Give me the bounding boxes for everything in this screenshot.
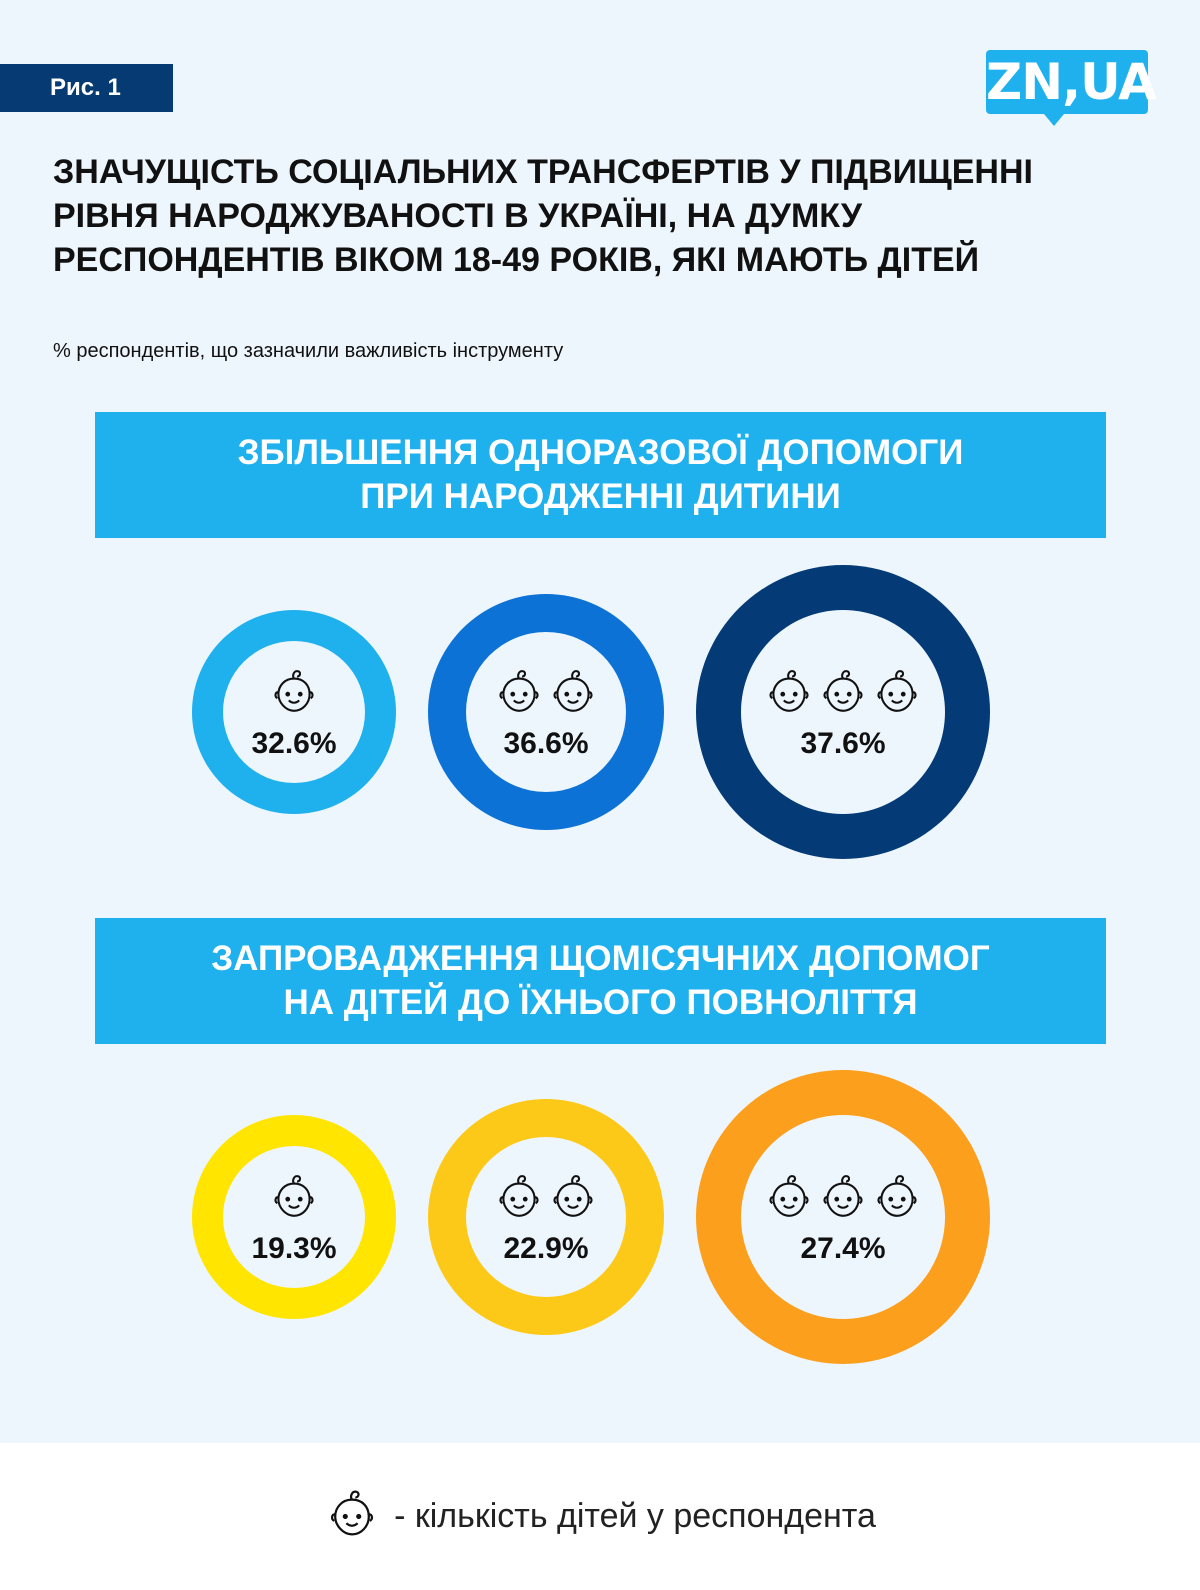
baby-face-icon <box>547 664 599 721</box>
children-icons <box>763 664 923 721</box>
ring-center: 37.6% <box>741 610 945 814</box>
percentage-ring: 36.6% <box>428 594 664 830</box>
section-title-line: НА ДІТЕЙ ДО ЇХНЬОГО ПОВНОЛІТТЯ <box>283 983 918 1022</box>
baby-face-icon <box>268 1169 320 1226</box>
page-title: Значущість соціальних трансфертів у підв… <box>53 153 1033 279</box>
ring-center: 19.3% <box>223 1146 365 1288</box>
percentage-value: 19.3% <box>251 1231 337 1265</box>
section-title-line: ЗАПРОВАДЖЕННЯ ЩОМІСЯЧНИХ ДОПОМОГ <box>211 939 990 978</box>
baby-face-icon <box>763 1169 815 1226</box>
baby-face-icon <box>871 664 923 721</box>
ring-center: 22.9% <box>466 1137 626 1297</box>
baby-face-icon <box>324 1484 380 1549</box>
baby-face-icon <box>493 664 545 721</box>
baby-face-icon <box>547 1169 599 1226</box>
figure-label: Рис. 1 <box>0 64 173 112</box>
percentage-value: 22.9% <box>503 1231 589 1265</box>
ring-center: 32.6% <box>223 641 365 783</box>
children-icons <box>763 1169 923 1226</box>
section-title-line: ЗБІЛЬШЕННЯ ОДНОРАЗОВОЇ ДОПОМОГИ <box>237 433 964 472</box>
section-header-1: ЗБІЛЬШЕННЯ ОДНОРАЗОВОЇ ДОПОМОГИ ПРИ НАРО… <box>95 412 1106 538</box>
baby-face-icon <box>763 664 815 721</box>
ring-center: 27.4% <box>741 1115 945 1319</box>
baby-face-icon <box>817 664 869 721</box>
percentage-value: 37.6% <box>800 726 886 760</box>
percentage-ring: 37.6% <box>696 565 990 859</box>
percentage-ring: 32.6% <box>192 610 396 814</box>
baby-face-icon <box>268 664 320 721</box>
ring-center: 36.6% <box>466 632 626 792</box>
children-icons <box>268 664 320 721</box>
baby-face-icon <box>493 1169 545 1226</box>
legend-text: - кількість дітей у респондента <box>394 1497 876 1535</box>
percentage-value: 27.4% <box>800 1231 886 1265</box>
section-header-2: ЗАПРОВАДЖЕННЯ ЩОМІСЯЧНИХ ДОПОМОГ НА ДІТЕ… <box>95 918 1106 1044</box>
baby-face-icon <box>871 1169 923 1226</box>
logo: ZN,UA <box>986 50 1157 126</box>
percentage-ring: 22.9% <box>428 1099 664 1335</box>
children-icons <box>493 664 599 721</box>
children-icons <box>493 1169 599 1226</box>
percentage-ring: 19.3% <box>192 1115 396 1319</box>
baby-face-icon <box>817 1169 869 1226</box>
percentage-ring: 27.4% <box>696 1070 990 1364</box>
children-icons <box>268 1169 320 1226</box>
percentage-value: 32.6% <box>251 726 337 760</box>
subtitle: % респондентів, що зазначили важливість … <box>53 340 564 362</box>
legend: - кількість дітей у респондента <box>0 1443 1200 1590</box>
percentage-value: 36.6% <box>503 726 589 760</box>
section-title-line: ПРИ НАРОДЖЕННІ ДИТИНИ <box>360 477 841 516</box>
